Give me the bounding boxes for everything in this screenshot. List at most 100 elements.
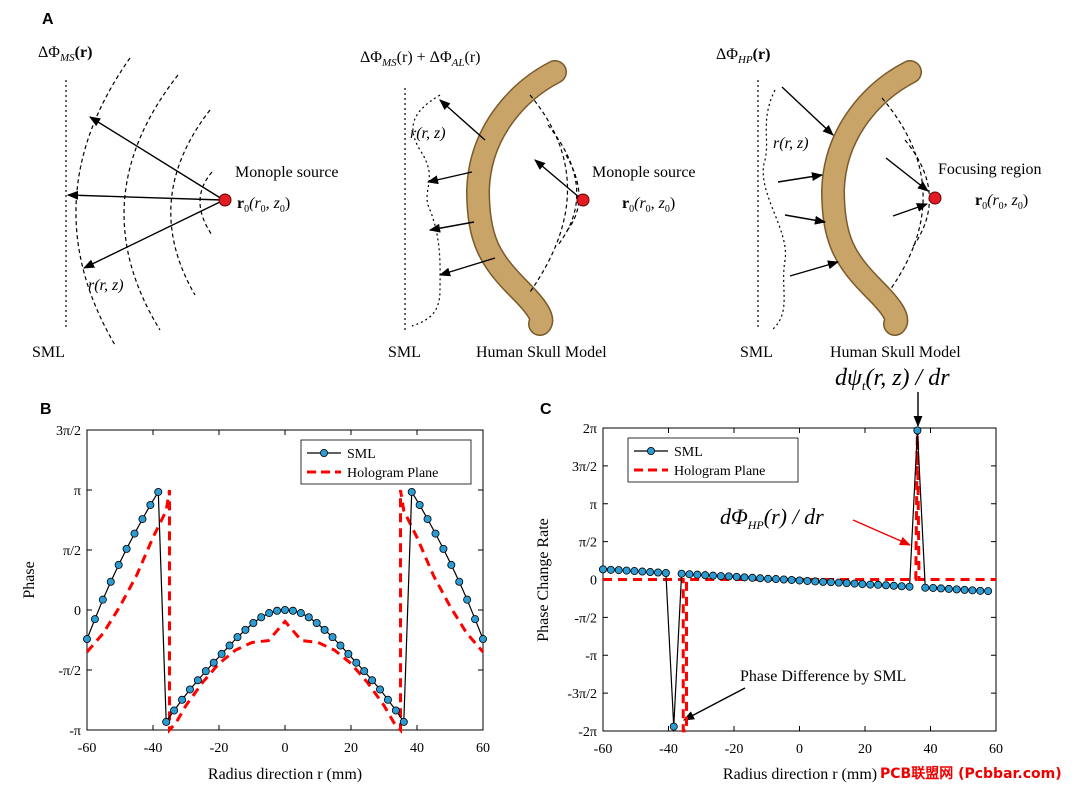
marker: [106, 577, 115, 586]
formula: ΔΦMS(r): [38, 44, 92, 64]
y-tick-label: -π/2: [58, 664, 81, 679]
marker: [471, 615, 480, 624]
legend-marker: [647, 446, 656, 455]
marker: [439, 544, 448, 553]
source-dot: [218, 193, 232, 207]
marker: [241, 625, 250, 634]
marker: [850, 579, 859, 588]
marker: [874, 580, 883, 589]
f: (r): [753, 46, 771, 63]
marker: [748, 573, 757, 582]
f: r: [975, 192, 982, 209]
marker: [819, 577, 828, 586]
marker: [423, 515, 432, 524]
x-tick-label: -40: [144, 741, 163, 756]
f: 0: [1018, 201, 1023, 212]
marker: [709, 571, 718, 580]
marker: [296, 609, 305, 618]
formula-part: ΔΦ: [38, 44, 60, 61]
point-label: r(r, z): [773, 135, 809, 152]
y-tick-label: -π: [585, 649, 597, 664]
marker: [447, 560, 456, 569]
marker: [368, 676, 377, 685]
marker: [669, 722, 678, 731]
f: AL: [451, 57, 465, 69]
marker: [826, 578, 835, 587]
marker: [764, 574, 773, 583]
marker: [217, 649, 226, 658]
f: t: [862, 378, 866, 393]
marker: [478, 635, 487, 644]
arrow: [777, 172, 824, 183]
legend-box: [300, 439, 472, 485]
x-tick-label: -20: [210, 741, 229, 756]
marker: [146, 500, 155, 509]
skull-label: Human Skull Model: [830, 344, 961, 361]
marker: [185, 685, 194, 694]
marker: [646, 568, 655, 577]
f: , z: [266, 195, 281, 212]
x-tick-label: 60: [989, 742, 1003, 757]
marker: [881, 581, 890, 590]
marker: [787, 575, 796, 584]
wavefront: [75, 57, 131, 346]
marker: [130, 529, 139, 538]
y-tick-label: 2π: [583, 422, 597, 437]
f: 0: [261, 204, 266, 215]
arrow: [426, 171, 473, 185]
f: r: [622, 195, 629, 212]
f: ): [670, 195, 675, 212]
marker: [90, 615, 99, 624]
marker: [336, 641, 345, 650]
f: MS: [381, 57, 397, 69]
marker: [944, 584, 953, 593]
y-tick-label: π: [590, 498, 597, 513]
formula-part: (r): [75, 44, 93, 61]
diagram-right: ΔΦHP(r) r(r, z) Focusing region r0(r0, z…: [716, 46, 1042, 361]
marker: [842, 579, 851, 588]
marker: [834, 578, 843, 587]
marker: [921, 583, 930, 592]
marker: [606, 565, 615, 574]
marker: [154, 487, 163, 496]
marker: [677, 569, 686, 578]
marker: [795, 576, 804, 585]
x-tick-label: -60: [78, 741, 97, 756]
marker: [968, 586, 977, 595]
marker: [304, 613, 313, 622]
marker: [265, 609, 274, 618]
source-formula: r0(r0, z0): [237, 195, 290, 215]
marker: [897, 582, 906, 591]
f: , z: [651, 195, 666, 212]
arrow: [784, 214, 827, 225]
wavefront: [881, 97, 924, 291]
source-formula: r0(r0, z0): [975, 192, 1028, 212]
marker: [724, 572, 733, 581]
y-tick-label: π/2: [63, 544, 81, 559]
marker: [779, 575, 788, 584]
marker: [984, 587, 993, 596]
f: dΦ: [720, 504, 748, 529]
x-tick-label: -20: [725, 742, 744, 757]
f: 0: [629, 204, 634, 215]
f: (r, z) / dr: [866, 365, 951, 391]
marker: [732, 572, 741, 581]
legend-marker: [319, 448, 328, 457]
arrow: [82, 200, 223, 269]
f: 0: [280, 204, 285, 215]
marker: [960, 585, 969, 594]
marker: [599, 565, 608, 574]
marker: [312, 618, 321, 627]
marker: [771, 575, 780, 584]
formula: ΔΦHP(r): [716, 46, 770, 66]
source-label: Focusing region: [938, 161, 1042, 178]
formula-sub: MS: [59, 52, 75, 64]
y-tick-label: -2π: [578, 725, 597, 740]
marker: [344, 649, 353, 658]
legend-box: [627, 437, 799, 483]
diagram-middle: ΔΦMS(r) + ΔΦAL(r) r(r, z) Monople source…: [360, 49, 696, 361]
source-formula: r0(r0, z0): [622, 195, 675, 215]
marker: [913, 426, 922, 435]
sml-label: SML: [388, 344, 421, 361]
marker: [431, 529, 440, 538]
